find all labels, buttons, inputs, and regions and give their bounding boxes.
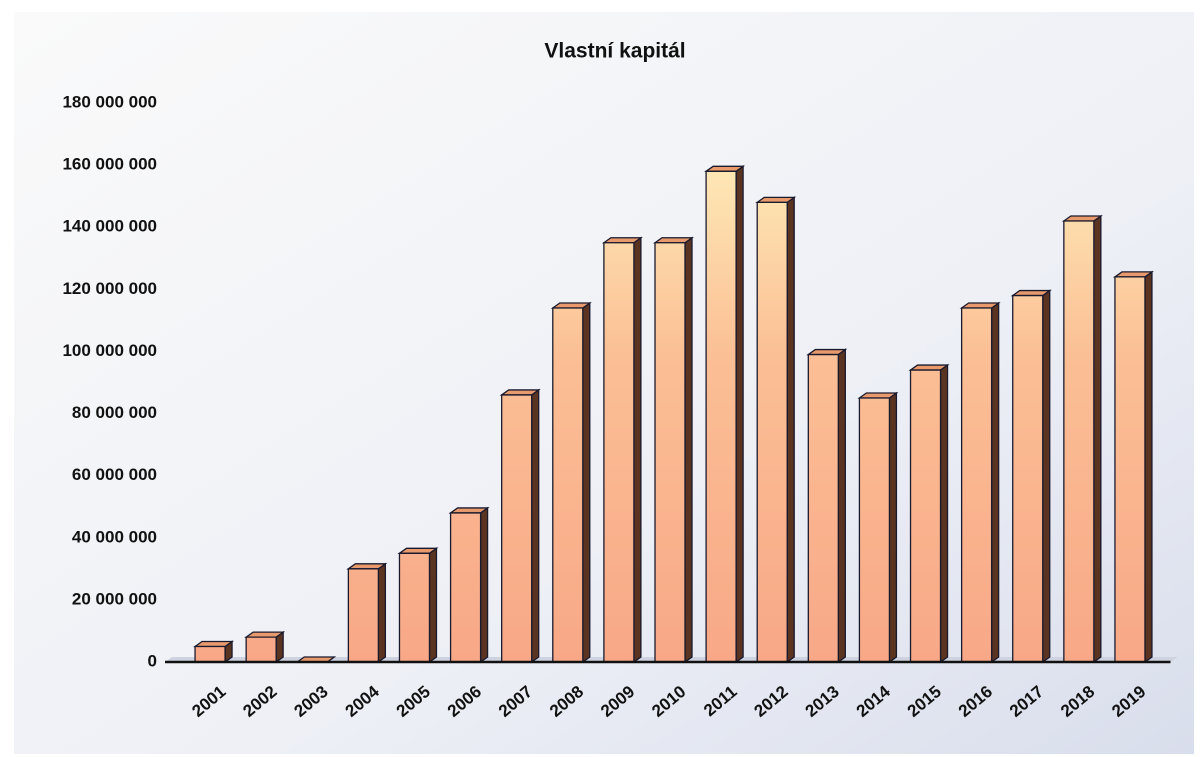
- bar: [499, 388, 541, 664]
- y-tick-label: 80 000 000: [72, 403, 157, 422]
- bar-front: [960, 307, 993, 663]
- bar: [550, 301, 592, 664]
- bar-side: [888, 391, 898, 664]
- bar: [448, 506, 490, 664]
- y-tick-label: 0: [148, 651, 157, 670]
- y-tick-label: 60 000 000: [72, 465, 157, 484]
- bar-top: [601, 237, 643, 244]
- chart-title: Vlastní kapitál: [544, 40, 685, 63]
- bar: [857, 391, 899, 664]
- bar-top: [755, 196, 797, 204]
- y-tick-label: 180 000 000: [62, 92, 157, 111]
- bar: [806, 348, 848, 664]
- bar: [908, 363, 950, 664]
- bar-side: [582, 301, 591, 664]
- bar-top: [1010, 289, 1052, 297]
- bar: [601, 236, 643, 664]
- y-tick-label: 20 000 000: [72, 589, 157, 608]
- bar-top: [193, 640, 235, 648]
- bar-front: [347, 568, 380, 663]
- bar-top: [346, 563, 388, 570]
- bar-top: [1112, 271, 1154, 278]
- bar-front: [245, 636, 277, 663]
- bar-top: [448, 507, 490, 514]
- bar: [1010, 289, 1052, 664]
- bar-front: [552, 307, 584, 663]
- bar-top: [397, 547, 439, 554]
- bar-front: [1012, 294, 1044, 663]
- bar-top: [704, 165, 746, 172]
- bar-front: [807, 353, 839, 663]
- bar: [193, 640, 235, 664]
- bar-side: [735, 165, 744, 664]
- bar-top: [908, 364, 950, 371]
- y-tick-label: 100 000 000: [62, 341, 157, 360]
- bar: [1061, 214, 1103, 664]
- y-tick-label: 160 000 000: [62, 155, 157, 174]
- bar: [959, 301, 1001, 664]
- bar-top: [806, 348, 848, 356]
- bar-top: [857, 392, 899, 399]
- bar-side: [1042, 289, 1051, 664]
- bar-front: [398, 552, 431, 663]
- bar: [755, 196, 797, 664]
- bar-side: [837, 348, 846, 664]
- bar-front: [705, 170, 737, 663]
- bar-top: [244, 631, 286, 638]
- bar: [397, 547, 439, 664]
- bar-side: [990, 301, 1000, 664]
- bar-top: [499, 389, 541, 396]
- y-tick-label: 40 000 000: [72, 527, 157, 546]
- bar-front: [1114, 276, 1146, 663]
- bar-front: [603, 242, 635, 663]
- bar-side: [428, 547, 438, 664]
- bar-side: [377, 562, 387, 664]
- y-tick-label: 120 000 000: [62, 279, 157, 298]
- bar-side: [633, 236, 642, 664]
- bar-side: [786, 196, 795, 664]
- bar-front: [501, 394, 533, 663]
- bar-front: [909, 369, 942, 663]
- bar-side: [1093, 214, 1102, 664]
- bar-top: [959, 302, 1001, 309]
- bar-top: [550, 302, 592, 309]
- bar-front: [858, 397, 891, 663]
- bar: [346, 562, 388, 664]
- bar-side: [939, 363, 949, 664]
- bar-top: [652, 237, 695, 244]
- bar: [652, 236, 695, 664]
- bar-front: [194, 645, 226, 663]
- bar-front: [756, 201, 788, 663]
- bar-side: [531, 388, 540, 664]
- bar-side: [479, 506, 489, 664]
- bar-front: [654, 242, 686, 663]
- bar-front: [1063, 220, 1095, 663]
- bar-side: [684, 236, 693, 664]
- bar-front: [449, 512, 482, 663]
- y-tick-label: 140 000 000: [62, 217, 157, 236]
- bar-top: [1061, 215, 1103, 222]
- bar: [244, 630, 286, 664]
- bar: [704, 165, 746, 664]
- bar: [1112, 270, 1154, 664]
- bar-side: [1144, 270, 1153, 664]
